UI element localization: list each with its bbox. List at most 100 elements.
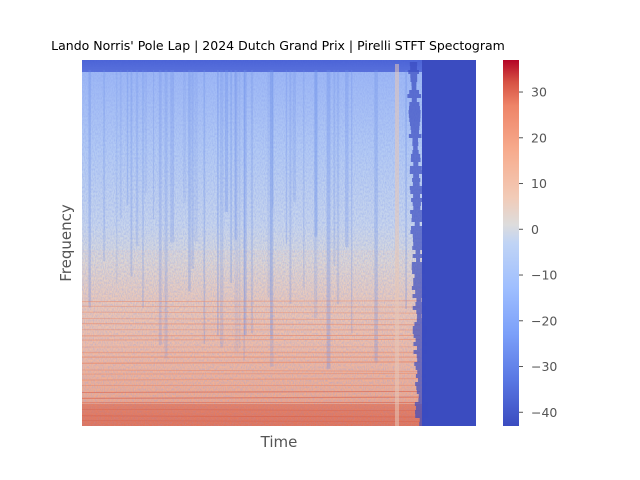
spectrogram-edge-dropout — [413, 350, 427, 354]
spectrogram-edge-dropout — [414, 402, 428, 406]
colorbar-tick-label: 20 — [531, 130, 547, 145]
spectrogram-edge-dropout — [419, 418, 424, 422]
spectrogram-edge-dropout — [415, 382, 427, 386]
spectrogram-features — [82, 62, 429, 426]
spectrogram-edge-dropout — [412, 234, 423, 238]
spectrogram-streak — [135, 70, 139, 247]
spectrogram-edge-dropout — [409, 106, 420, 110]
spectrogram-streak — [194, 70, 198, 242]
spectrogram-harmonic — [82, 415, 421, 418]
spectrogram-streak — [271, 70, 274, 209]
chart-title: Lando Norris' Pole Lap | 2024 Dutch Gran… — [51, 38, 505, 53]
spectrogram-streak — [164, 70, 168, 359]
spectrogram-streak — [351, 70, 353, 333]
spectrogram-streak — [234, 70, 237, 240]
spectrogram-harmonic — [82, 420, 421, 422]
spectrogram-edge-dropout — [414, 274, 423, 278]
spectrogram-edge-dropout — [411, 130, 419, 134]
spectrogram-edge-dropout — [415, 406, 428, 410]
spectrogram-streak — [234, 70, 239, 352]
spectrogram-edge-dropout — [418, 394, 424, 398]
spectrogram-streak — [182, 70, 186, 204]
spectrogram-edge-dropout — [417, 370, 425, 374]
spectrogram-edge-dropout — [413, 174, 420, 178]
spectrogram-streak — [326, 70, 331, 369]
spectrogram-harmonic — [82, 361, 421, 365]
spectrogram-edge-dropout — [412, 138, 419, 142]
spectrogram-edge-dropout — [414, 362, 427, 366]
spectrogram-edge-dropout — [412, 270, 425, 274]
colorbar-tick-label: 10 — [531, 176, 547, 191]
y-axis-label: Frequency — [57, 204, 75, 282]
spectrogram-streak — [115, 70, 118, 284]
spectrogram-harmonic — [82, 305, 421, 308]
spectrogram-edge-dropout — [409, 122, 420, 126]
colorbar-tick-label: −20 — [531, 313, 557, 328]
spectrogram-streak — [170, 70, 175, 243]
spectrogram-edge-dropout — [418, 378, 424, 382]
spectrogram-edge-dropout — [407, 94, 422, 98]
spectrogram-edge-dropout — [412, 178, 421, 182]
spectrogram-edge-dropout — [410, 74, 418, 78]
spectrogram-streak — [313, 70, 318, 318]
x-axis-label: Time — [260, 433, 298, 451]
spectrogram-streak — [224, 70, 229, 212]
spectrogram-edge-dropout — [413, 342, 427, 346]
spectrogram-edge-dropout — [411, 226, 424, 230]
spectrogram-edge-dropout — [411, 86, 417, 90]
spectrogram-edge-dropout — [409, 90, 419, 94]
spectrogram-edge-dropout — [415, 366, 426, 370]
colorbar-tick-label: 0 — [531, 222, 539, 237]
spectrogram-edge-dropout — [416, 310, 423, 314]
spectrogram-streak — [270, 70, 273, 339]
spectrogram-edge-dropout — [413, 334, 427, 338]
spectrogram-edge-dropout — [411, 98, 417, 102]
spectrogram-streak — [292, 70, 296, 202]
spectrogram-edge-dropout — [412, 294, 426, 298]
spectrogram-streak — [191, 70, 194, 269]
spectrogram-harmonic — [82, 322, 421, 326]
spectrogram-edge-dropout — [413, 162, 419, 166]
spectrogram-streak — [88, 70, 91, 308]
spectrogram-streak — [130, 70, 133, 277]
spectrogram-harmonic — [82, 372, 421, 375]
spectrogram-streak — [188, 70, 191, 292]
spectrogram-streak — [333, 70, 336, 266]
spectrogram-harmonic — [82, 408, 421, 412]
spectrogram-harmonic — [82, 391, 421, 393]
spectrogram-edge-dropout — [409, 186, 423, 190]
spectrogram-streak — [217, 70, 219, 336]
spectrogram-edge-dropout — [409, 118, 421, 122]
spectrogram-streak — [126, 70, 129, 206]
spectrogram-streak — [243, 70, 247, 336]
spectrogram-streak — [203, 70, 206, 344]
spectrogram-edge-dropout — [410, 126, 420, 130]
spectrogram-plot-area — [82, 60, 476, 426]
spectrogram-streak — [270, 70, 274, 367]
spectrogram-streak — [345, 70, 349, 248]
spectrogram-edge-dropout — [413, 146, 418, 150]
spectrogram-edge-dropout — [416, 318, 423, 322]
spectrogram-edge-dropout — [414, 322, 425, 326]
spectrogram-top-band — [82, 60, 422, 72]
spectrogram-streak — [238, 70, 241, 348]
spectrogram-streak — [152, 70, 155, 220]
spectrogram-edge-dropout — [416, 258, 421, 262]
spectrogram-harmonic — [82, 338, 421, 341]
spectrogram-streak — [374, 70, 378, 363]
spectrogram-edge-dropout — [415, 250, 421, 254]
spectrogram-texture-warm — [82, 250, 422, 426]
spectrogram-edge-dropout — [412, 202, 421, 206]
spectrogram-edge-dropout — [412, 238, 423, 242]
spectrogram-streak — [267, 70, 271, 298]
colorbar: 30 20 10 0 −10 −20 −30 −40 — [503, 60, 557, 426]
spectrogram-edge-dropout — [416, 354, 424, 358]
spectrogram-edge-dropout — [412, 326, 427, 330]
spectrogram-edge-dropout — [411, 82, 417, 86]
spectrogram-edge-dropout — [416, 390, 426, 394]
spectrogram-streak — [158, 70, 162, 345]
spectrogram-edge-dropout — [410, 66, 417, 70]
spectrogram-edge-dropout — [410, 158, 421, 162]
spectrogram-edge-dropout — [413, 278, 424, 282]
spectrogram-edge-dropout — [418, 398, 425, 402]
